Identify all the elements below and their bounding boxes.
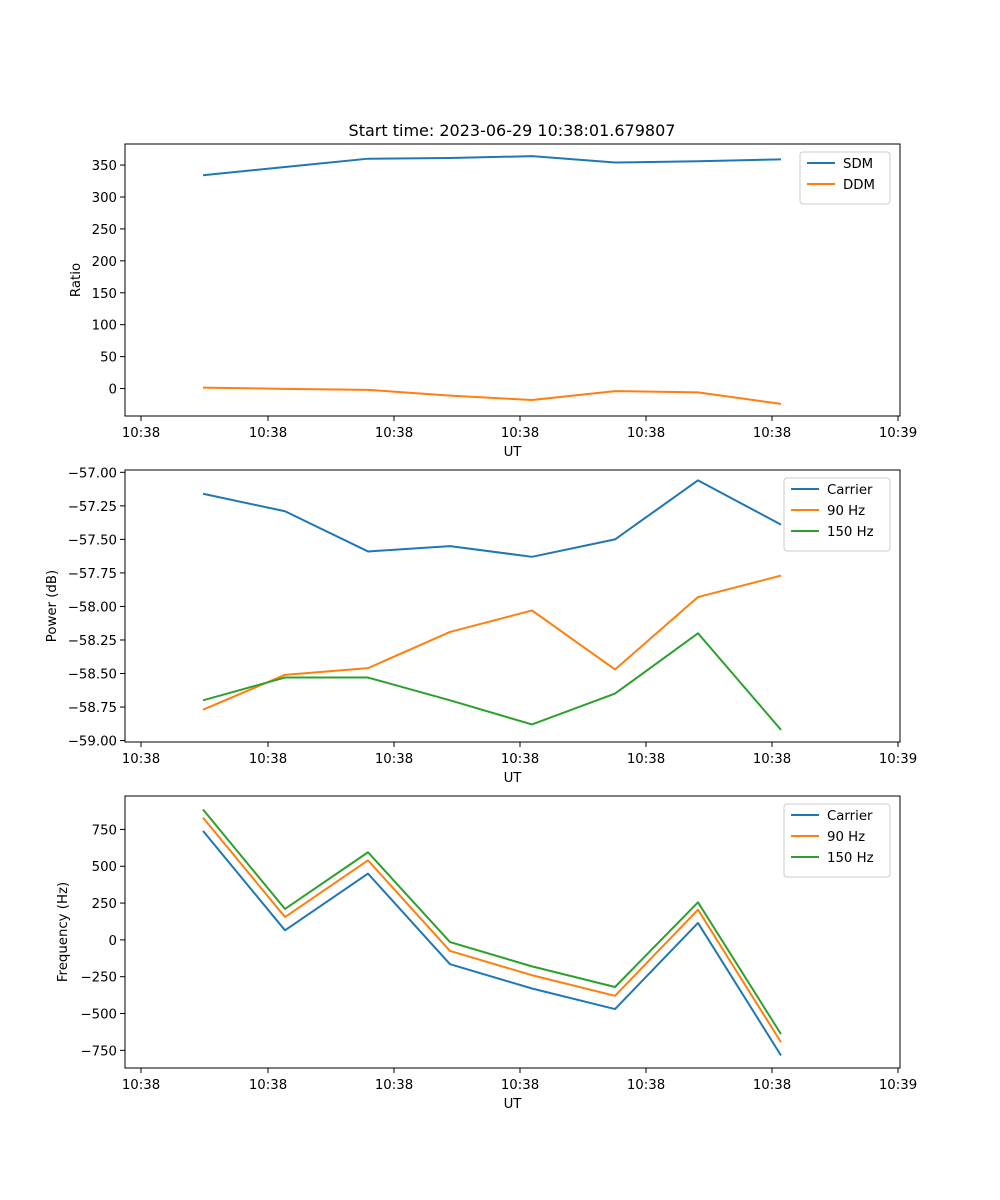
y-axis-label: Frequency (Hz): [56, 882, 71, 982]
y-tick-label: 750: [92, 823, 117, 838]
x-tick-label: 10:38: [501, 426, 539, 441]
y-tick-label: −500: [80, 1008, 117, 1023]
y-tick-label: −58.25: [68, 634, 117, 649]
x-tick-label: 10:39: [879, 1078, 917, 1093]
x-tick-label: 10:38: [501, 1078, 539, 1093]
y-tick-label: −250: [80, 971, 117, 986]
y-tick-label: −57.25: [68, 500, 117, 515]
y-tick-label: 0: [109, 934, 117, 949]
x-tick-label: 10:38: [249, 1078, 287, 1093]
x-tick-label: 10:39: [879, 752, 917, 767]
legend-label: DDM: [843, 178, 875, 193]
x-tick-label: 10:38: [249, 752, 287, 767]
y-tick-label: 250: [92, 897, 117, 912]
y-axis-label: Ratio: [69, 263, 84, 297]
series-line-150-hz: [202, 632, 782, 731]
plot-frame: [124, 143, 901, 417]
series-line-carrier: [202, 479, 782, 558]
chart-panel-2: −59.00 −58.75 −58.50 −58.25 −58.00 −57.75 −57.…: [45, 466, 917, 786]
legend-label: 90 Hz: [827, 830, 865, 845]
x-tick-label: 10:38: [122, 752, 160, 767]
x-tick-label: 10:38: [375, 1078, 413, 1093]
x-tick-label: 10:38: [627, 752, 665, 767]
series-line-90-hz: [202, 817, 782, 1043]
y-tick-label: 150: [92, 287, 117, 302]
y-tick-label: −58.50: [68, 668, 117, 683]
x-tick-label: 10:38: [753, 426, 791, 441]
charts: 0 50 100 150 200 250 300 350 10:38 10:38 10:38 10:3…: [45, 143, 917, 1112]
y-tick-label: −58.75: [68, 701, 117, 716]
y-tick-label: 100: [92, 319, 117, 334]
y-tick-label: −57.00: [68, 466, 117, 481]
x-tick-label: 10:38: [375, 752, 413, 767]
y-tick-label: −57.75: [68, 567, 117, 582]
y-tick-label: −750: [80, 1044, 117, 1059]
legend-label: Carrier: [827, 483, 873, 498]
y-tick-label: 500: [92, 860, 117, 875]
y-tick-label: 50: [100, 351, 117, 366]
series-line-sdm: [202, 155, 782, 177]
y-tick-label: 200: [92, 255, 117, 270]
x-tick-label: 10:39: [879, 426, 917, 441]
y-axis-label: Power (dB): [45, 570, 60, 642]
y-tick-label: −57.50: [68, 533, 117, 548]
x-axis-label: UT: [504, 771, 523, 786]
x-tick-label: 10:38: [627, 1078, 665, 1093]
legend: SDM DDM: [799, 151, 891, 205]
x-tick-label: 10:38: [375, 426, 413, 441]
plot-frame: [124, 795, 901, 1069]
legend: Carrier 90 Hz 150 Hz: [783, 477, 891, 552]
legend-label: SDM: [843, 157, 873, 172]
x-axis-label: UT: [504, 1097, 523, 1112]
y-tick-label: −59.00: [68, 735, 117, 750]
chart-panel-3: −750 −500 −250 0 250 500 750 10:38 10:38 10:38 10:…: [56, 795, 917, 1112]
y-tick-label: 0: [109, 383, 117, 398]
x-tick-label: 10:38: [249, 426, 287, 441]
chart-panel-1: 0 50 100 150 200 250 300 350 10:38 10:38 10:38 10:3…: [69, 143, 917, 460]
x-tick-label: 10:38: [122, 1078, 160, 1093]
legend-label: 90 Hz: [827, 504, 865, 519]
x-tick-label: 10:38: [501, 752, 539, 767]
legend-label: Carrier: [827, 809, 873, 824]
legend-label: 150 Hz: [827, 851, 874, 866]
figure-title: Start time: 2023-06-29 10:38:01.679807: [349, 121, 676, 140]
y-tick-label: −58.00: [68, 600, 117, 615]
series-line-ddm: [202, 386, 782, 405]
legend: Carrier 90 Hz 150 Hz: [783, 803, 891, 878]
x-tick-label: 10:38: [753, 752, 791, 767]
x-tick-label: 10:38: [122, 426, 160, 441]
x-tick-label: 10:38: [627, 426, 665, 441]
legend-box: [783, 477, 891, 552]
legend-label: 150 Hz: [827, 525, 874, 540]
series-line-carrier: [202, 830, 782, 1057]
x-tick-label: 10:38: [753, 1078, 791, 1093]
y-tick-label: 350: [92, 159, 117, 174]
legend-box: [783, 803, 891, 878]
y-tick-label: 300: [92, 191, 117, 206]
series-line-90-hz: [202, 574, 782, 711]
x-axis-label: UT: [504, 445, 523, 460]
y-tick-label: 250: [92, 223, 117, 238]
series-line-150-hz: [202, 808, 782, 1035]
legend-box: [799, 151, 891, 205]
